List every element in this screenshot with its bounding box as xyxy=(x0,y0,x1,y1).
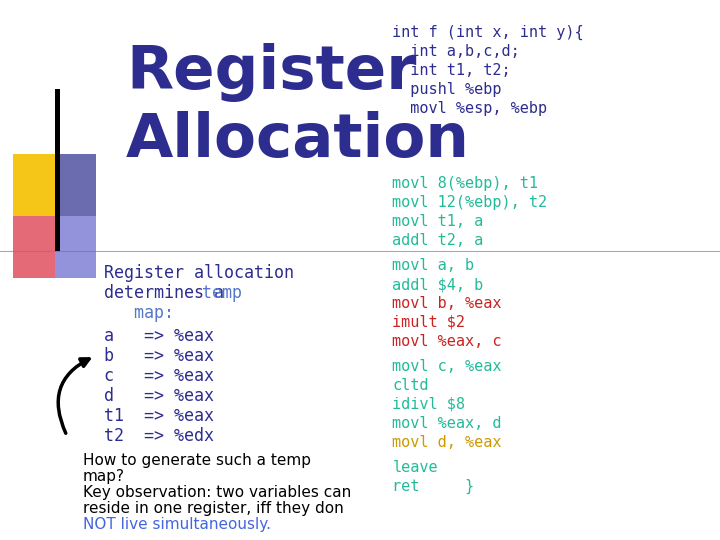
Text: imult $2: imult $2 xyxy=(392,315,465,330)
Text: movl d, %eax: movl d, %eax xyxy=(392,435,502,450)
Text: leave: leave xyxy=(392,460,438,475)
Text: t2  => %edx: t2 => %edx xyxy=(104,427,215,445)
Text: movl c, %eax: movl c, %eax xyxy=(392,359,502,374)
Text: addl $4, b: addl $4, b xyxy=(392,277,484,292)
Text: movl a, b: movl a, b xyxy=(392,258,474,273)
Text: map?: map? xyxy=(83,469,125,484)
Text: movl 12(%ebp), t2: movl 12(%ebp), t2 xyxy=(392,195,547,210)
Text: b   => %eax: b => %eax xyxy=(104,347,215,365)
Text: d   => %eax: d => %eax xyxy=(104,387,215,405)
Text: int a,b,c,d;: int a,b,c,d; xyxy=(392,44,520,59)
Text: Register allocation: Register allocation xyxy=(104,264,294,282)
Bar xyxy=(13,216,55,278)
Text: How to generate such a temp: How to generate such a temp xyxy=(83,453,311,468)
Text: movl %eax, c: movl %eax, c xyxy=(392,334,502,349)
Text: movl t1, a: movl t1, a xyxy=(392,214,484,229)
Text: a   => %eax: a => %eax xyxy=(104,327,215,345)
Text: int t1, t2;: int t1, t2; xyxy=(392,63,511,78)
Text: movl %eax, d: movl %eax, d xyxy=(392,416,502,431)
Text: reside in one register, iff they don: reside in one register, iff they don xyxy=(83,501,343,516)
Text: cltd: cltd xyxy=(392,378,429,393)
Text: c   => %eax: c => %eax xyxy=(104,367,215,385)
Bar xyxy=(55,216,96,278)
Text: Register
Allocation: Register Allocation xyxy=(126,43,470,171)
Text: temp: temp xyxy=(202,284,242,302)
Text: movl %esp, %ebp: movl %esp, %ebp xyxy=(392,100,547,116)
Text: pushl %ebp: pushl %ebp xyxy=(392,82,502,97)
Text: ret     }: ret } xyxy=(392,479,474,494)
Text: map:: map: xyxy=(104,303,174,322)
Text: t1  => %eax: t1 => %eax xyxy=(104,407,215,425)
Bar xyxy=(55,154,96,216)
Text: determines a: determines a xyxy=(104,284,235,302)
Text: movl 8(%ebp), t1: movl 8(%ebp), t1 xyxy=(392,176,539,191)
Text: addl t2, a: addl t2, a xyxy=(392,233,484,248)
Bar xyxy=(13,154,55,216)
Text: NOT live simultaneously.: NOT live simultaneously. xyxy=(83,517,271,532)
Text: int f (int x, int y){: int f (int x, int y){ xyxy=(392,25,584,40)
Text: movl b, %eax: movl b, %eax xyxy=(392,296,502,311)
Text: Key observation: two variables can: Key observation: two variables can xyxy=(83,485,351,500)
Bar xyxy=(55,89,60,251)
Text: idivl $8: idivl $8 xyxy=(392,397,465,412)
